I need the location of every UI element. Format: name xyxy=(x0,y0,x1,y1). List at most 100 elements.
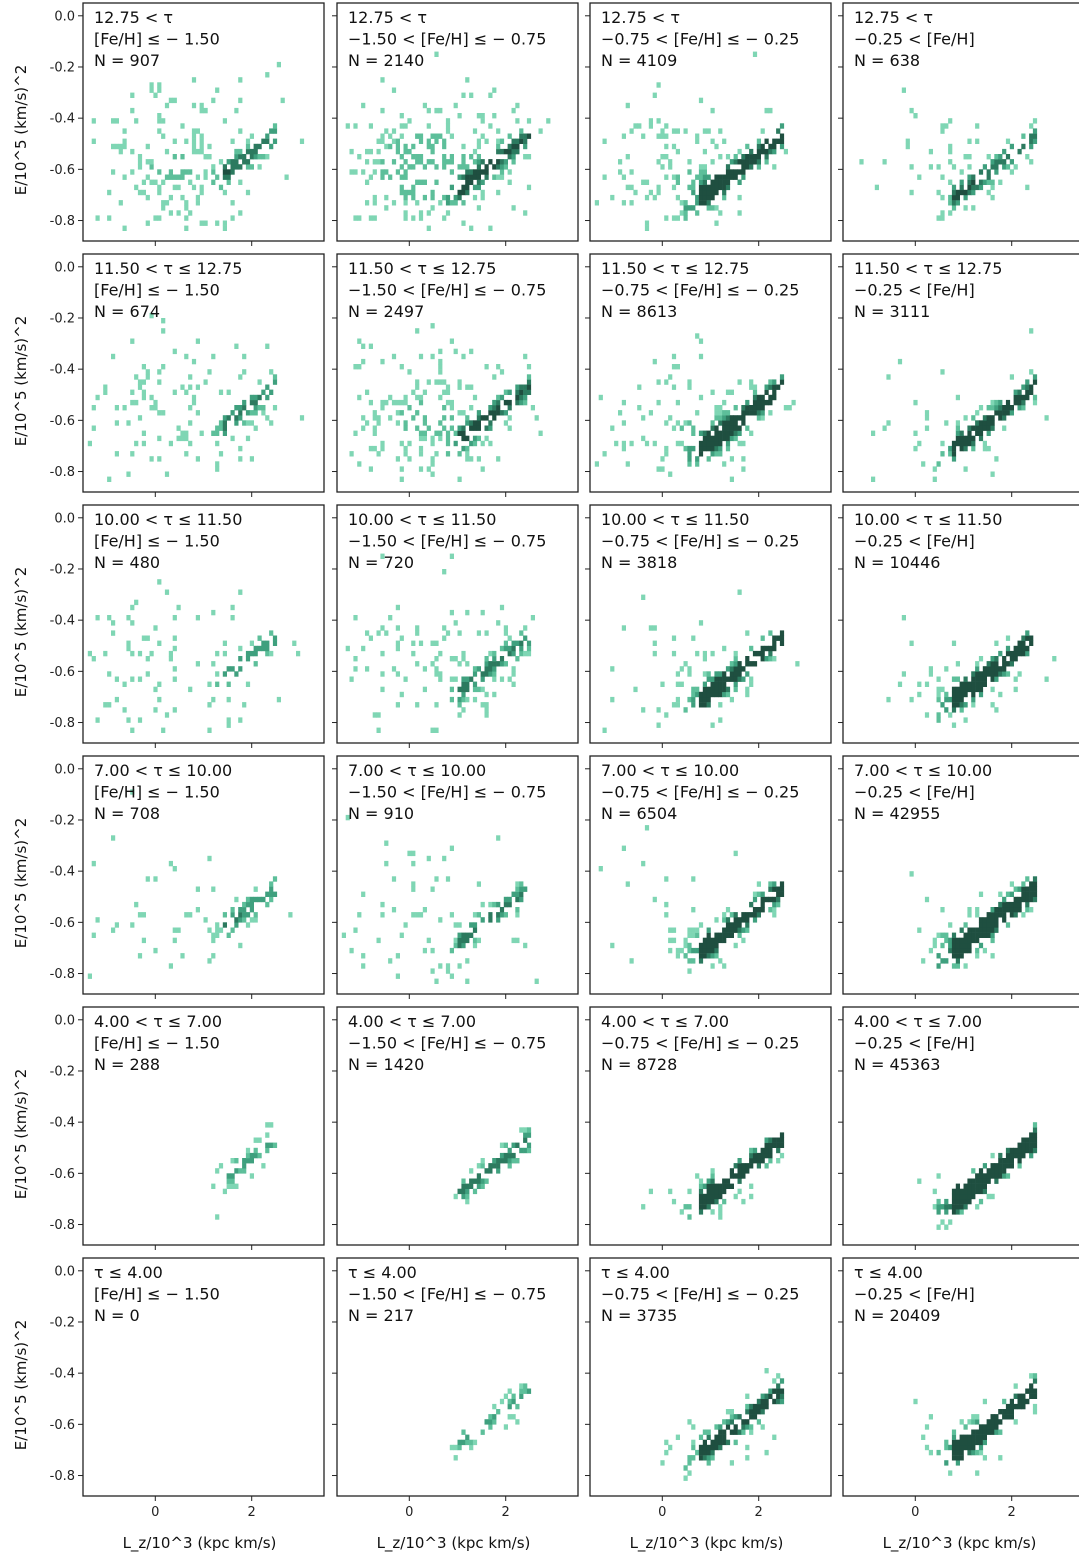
heatmap-bin xyxy=(499,369,505,375)
heatmap-bin xyxy=(729,1460,734,1466)
heatmap-bin xyxy=(967,1449,972,1456)
panel-annotation-line-3: N = 10446 xyxy=(854,553,940,572)
heatmap-bin xyxy=(480,901,485,908)
heatmap-bin xyxy=(430,661,435,667)
heatmap-bin xyxy=(472,666,478,672)
heatmap-bin xyxy=(438,917,443,923)
heatmap-bin xyxy=(1009,374,1014,380)
heatmap-bin xyxy=(111,927,116,933)
heatmap-bin xyxy=(1021,143,1026,150)
heatmap-bin xyxy=(656,82,661,88)
heatmap-bin xyxy=(415,625,420,631)
heatmap-bin xyxy=(776,886,781,892)
heatmap-bin xyxy=(1002,661,1007,667)
heatmap-bin xyxy=(445,435,451,442)
heatmap-bin xyxy=(511,650,516,657)
heatmap-bin xyxy=(395,399,400,406)
heatmap-bin xyxy=(453,656,458,662)
heatmap-bin xyxy=(476,666,481,672)
heatmap-bin xyxy=(526,1388,532,1394)
heatmap-bin xyxy=(245,138,251,144)
panel-annotation-line-3: N = 3111 xyxy=(854,302,930,321)
heatmap-bin xyxy=(403,922,408,928)
heatmap-bin xyxy=(399,133,404,139)
heatmap-bin xyxy=(948,1204,953,1210)
heatmap-bin xyxy=(149,456,154,462)
heatmap-bin xyxy=(714,1439,719,1446)
heatmap-bin xyxy=(269,389,274,395)
heatmap-bin xyxy=(859,159,864,165)
heatmap-bin xyxy=(161,318,166,324)
heatmap-bin xyxy=(679,440,684,447)
heatmap-bin xyxy=(368,123,373,129)
x-tick-label: 2 xyxy=(755,1505,763,1520)
heatmap-bin xyxy=(95,717,100,723)
heatmap-bin xyxy=(687,205,692,211)
heatmap-bin xyxy=(936,1224,941,1230)
heatmap-bin xyxy=(741,405,746,411)
heatmap-bin xyxy=(472,128,478,134)
heatmap-bin xyxy=(698,1434,704,1440)
heatmap-bin xyxy=(749,1147,754,1154)
heatmap-bin xyxy=(261,645,266,652)
heatmap-bin xyxy=(687,932,692,938)
heatmap-bin xyxy=(1009,661,1014,667)
heatmap-bin xyxy=(772,1388,777,1394)
heatmap-bin xyxy=(507,1152,512,1159)
heatmap-bin xyxy=(718,937,723,944)
heatmap-bin xyxy=(476,138,481,144)
heatmap-bin xyxy=(967,189,972,196)
heatmap-bin xyxy=(656,466,661,472)
heatmap-bin xyxy=(249,148,254,155)
heatmap-bin xyxy=(760,1398,765,1405)
heatmap-bin xyxy=(507,415,512,421)
heatmap-bin xyxy=(226,722,231,728)
heatmap-bin xyxy=(357,215,362,221)
heatmap-bin xyxy=(434,978,439,984)
heatmap-bin xyxy=(195,174,200,180)
heatmap-bin xyxy=(430,968,435,974)
heatmap-bin xyxy=(768,399,773,406)
heatmap-bin xyxy=(963,963,968,969)
heatmap-bin xyxy=(496,1168,501,1174)
y-axis-title: E/10^5 (km/s)^2 xyxy=(12,1069,30,1199)
heatmap-bin xyxy=(625,461,630,467)
heatmap-bin xyxy=(691,1455,696,1461)
heatmap-bin xyxy=(768,656,773,662)
heatmap-bin xyxy=(149,159,154,165)
heatmap-bin xyxy=(1009,1158,1014,1164)
panel-annotation-line-1: 12.75 < τ xyxy=(94,8,173,27)
heatmap-bin xyxy=(484,671,489,677)
heatmap-bin xyxy=(149,312,154,319)
heatmap-bin xyxy=(687,947,692,954)
heatmap-bin xyxy=(656,722,661,728)
heatmap-bin xyxy=(523,154,528,160)
heatmap-bin xyxy=(1032,133,1038,139)
heatmap-bin xyxy=(940,440,945,447)
heatmap-bin xyxy=(184,215,189,221)
heatmap-bin xyxy=(230,927,235,933)
heatmap-bin xyxy=(733,1424,738,1430)
heatmap-bin xyxy=(399,466,404,472)
heatmap-bin xyxy=(357,912,362,918)
heatmap-bin xyxy=(449,609,454,616)
heatmap-bin xyxy=(172,707,177,713)
heatmap-bin xyxy=(610,194,615,201)
heatmap-bin xyxy=(641,179,646,185)
heatmap-bin xyxy=(399,174,404,180)
heatmap-bin xyxy=(388,133,393,139)
heatmap-bin xyxy=(111,118,116,124)
heatmap-bin xyxy=(874,184,879,191)
heatmap-bin xyxy=(153,92,158,98)
heatmap-bin xyxy=(756,164,761,170)
heatmap-bin xyxy=(710,1198,715,1205)
heatmap-bin xyxy=(472,394,478,401)
y-tick-label: -0.6 xyxy=(50,1167,75,1182)
heatmap-bin xyxy=(418,179,424,185)
heatmap-bin xyxy=(353,123,358,129)
heatmap-bin xyxy=(994,922,999,928)
heatmap-bin xyxy=(1005,164,1011,170)
heatmap-bin xyxy=(472,435,478,442)
heatmap-bin xyxy=(637,405,642,411)
heatmap-bin xyxy=(752,917,758,923)
